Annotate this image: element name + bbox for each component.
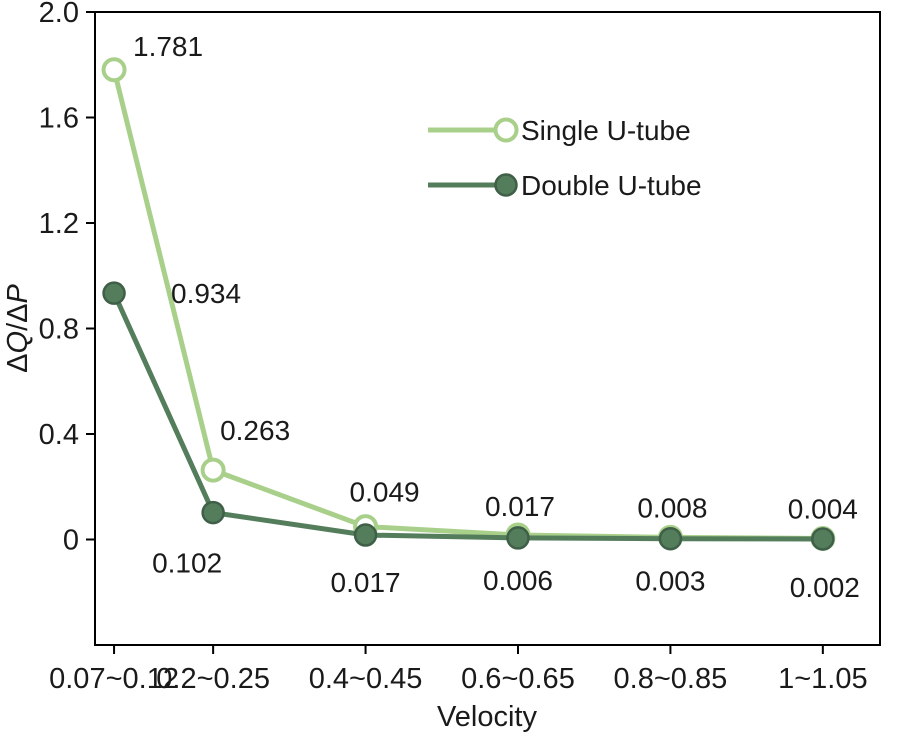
- data-point-label: 0.102: [152, 548, 222, 579]
- x-axis-tick-label: 0.6~0.65: [461, 663, 575, 695]
- y-axis-tick-label: 0.4: [39, 419, 79, 451]
- data-point-label: 0.017: [485, 491, 555, 522]
- chart-generated-layer: 0 0.4 0.8 1.2 1.6 2.0 0.07~0.120.2~0.25 0.4~0.4…: [2, 0, 881, 695]
- y-axis-tick-label: 1.6: [39, 103, 79, 135]
- y-axis-title: ΔQ/ΔP: [2, 283, 34, 372]
- series-line-1: [111, 290, 826, 542]
- data-point-label: 0.004: [788, 493, 858, 524]
- legend-marker: [494, 173, 518, 197]
- data-point-label: 0.008: [637, 492, 707, 523]
- data-point-label: 1.781: [133, 31, 203, 62]
- data-point-marker: [353, 523, 378, 547]
- x-axis-title: Velocity: [437, 701, 537, 733]
- data-point-marker: [658, 526, 683, 551]
- data-point-marker: [811, 527, 835, 551]
- legend-marker: [493, 117, 519, 143]
- x-axis-tick-label: 0.07~0.12: [49, 663, 179, 695]
- y-axis-tick-label: 0.8: [39, 314, 79, 346]
- data-point-label: 0.934: [171, 278, 241, 309]
- data-point-label: 0.002: [790, 572, 860, 603]
- data-point-label: 0.003: [635, 566, 705, 597]
- y-axis-tick-label: 0: [63, 525, 79, 557]
- x-axis-tick-label: 1~1.05: [778, 663, 868, 695]
- data-point-marker: [102, 281, 126, 305]
- x-axis-tick-label: 0.2~0.25: [156, 663, 270, 695]
- data-point-marker: [101, 57, 127, 83]
- y-axis-tick-label: 1.2: [39, 208, 79, 240]
- data-point-label: 0.017: [331, 567, 401, 598]
- data-point-label: 0.049: [350, 477, 420, 508]
- data-point-label: 0.006: [483, 565, 553, 596]
- x-axis-tick-label: 0.8~0.85: [614, 663, 728, 695]
- data-point-label: 0.263: [220, 415, 290, 446]
- data-point-marker: [201, 500, 225, 525]
- x-axis-tick-label: 0.4~0.45: [309, 663, 423, 695]
- data-point-marker: [200, 457, 226, 483]
- legend-label-single: Single U-tube: [521, 115, 691, 146]
- data-point-marker: [506, 526, 530, 550]
- y-axis-tick-label: 2.0: [39, 0, 79, 29]
- legend-label-double: Double U-tube: [521, 170, 702, 201]
